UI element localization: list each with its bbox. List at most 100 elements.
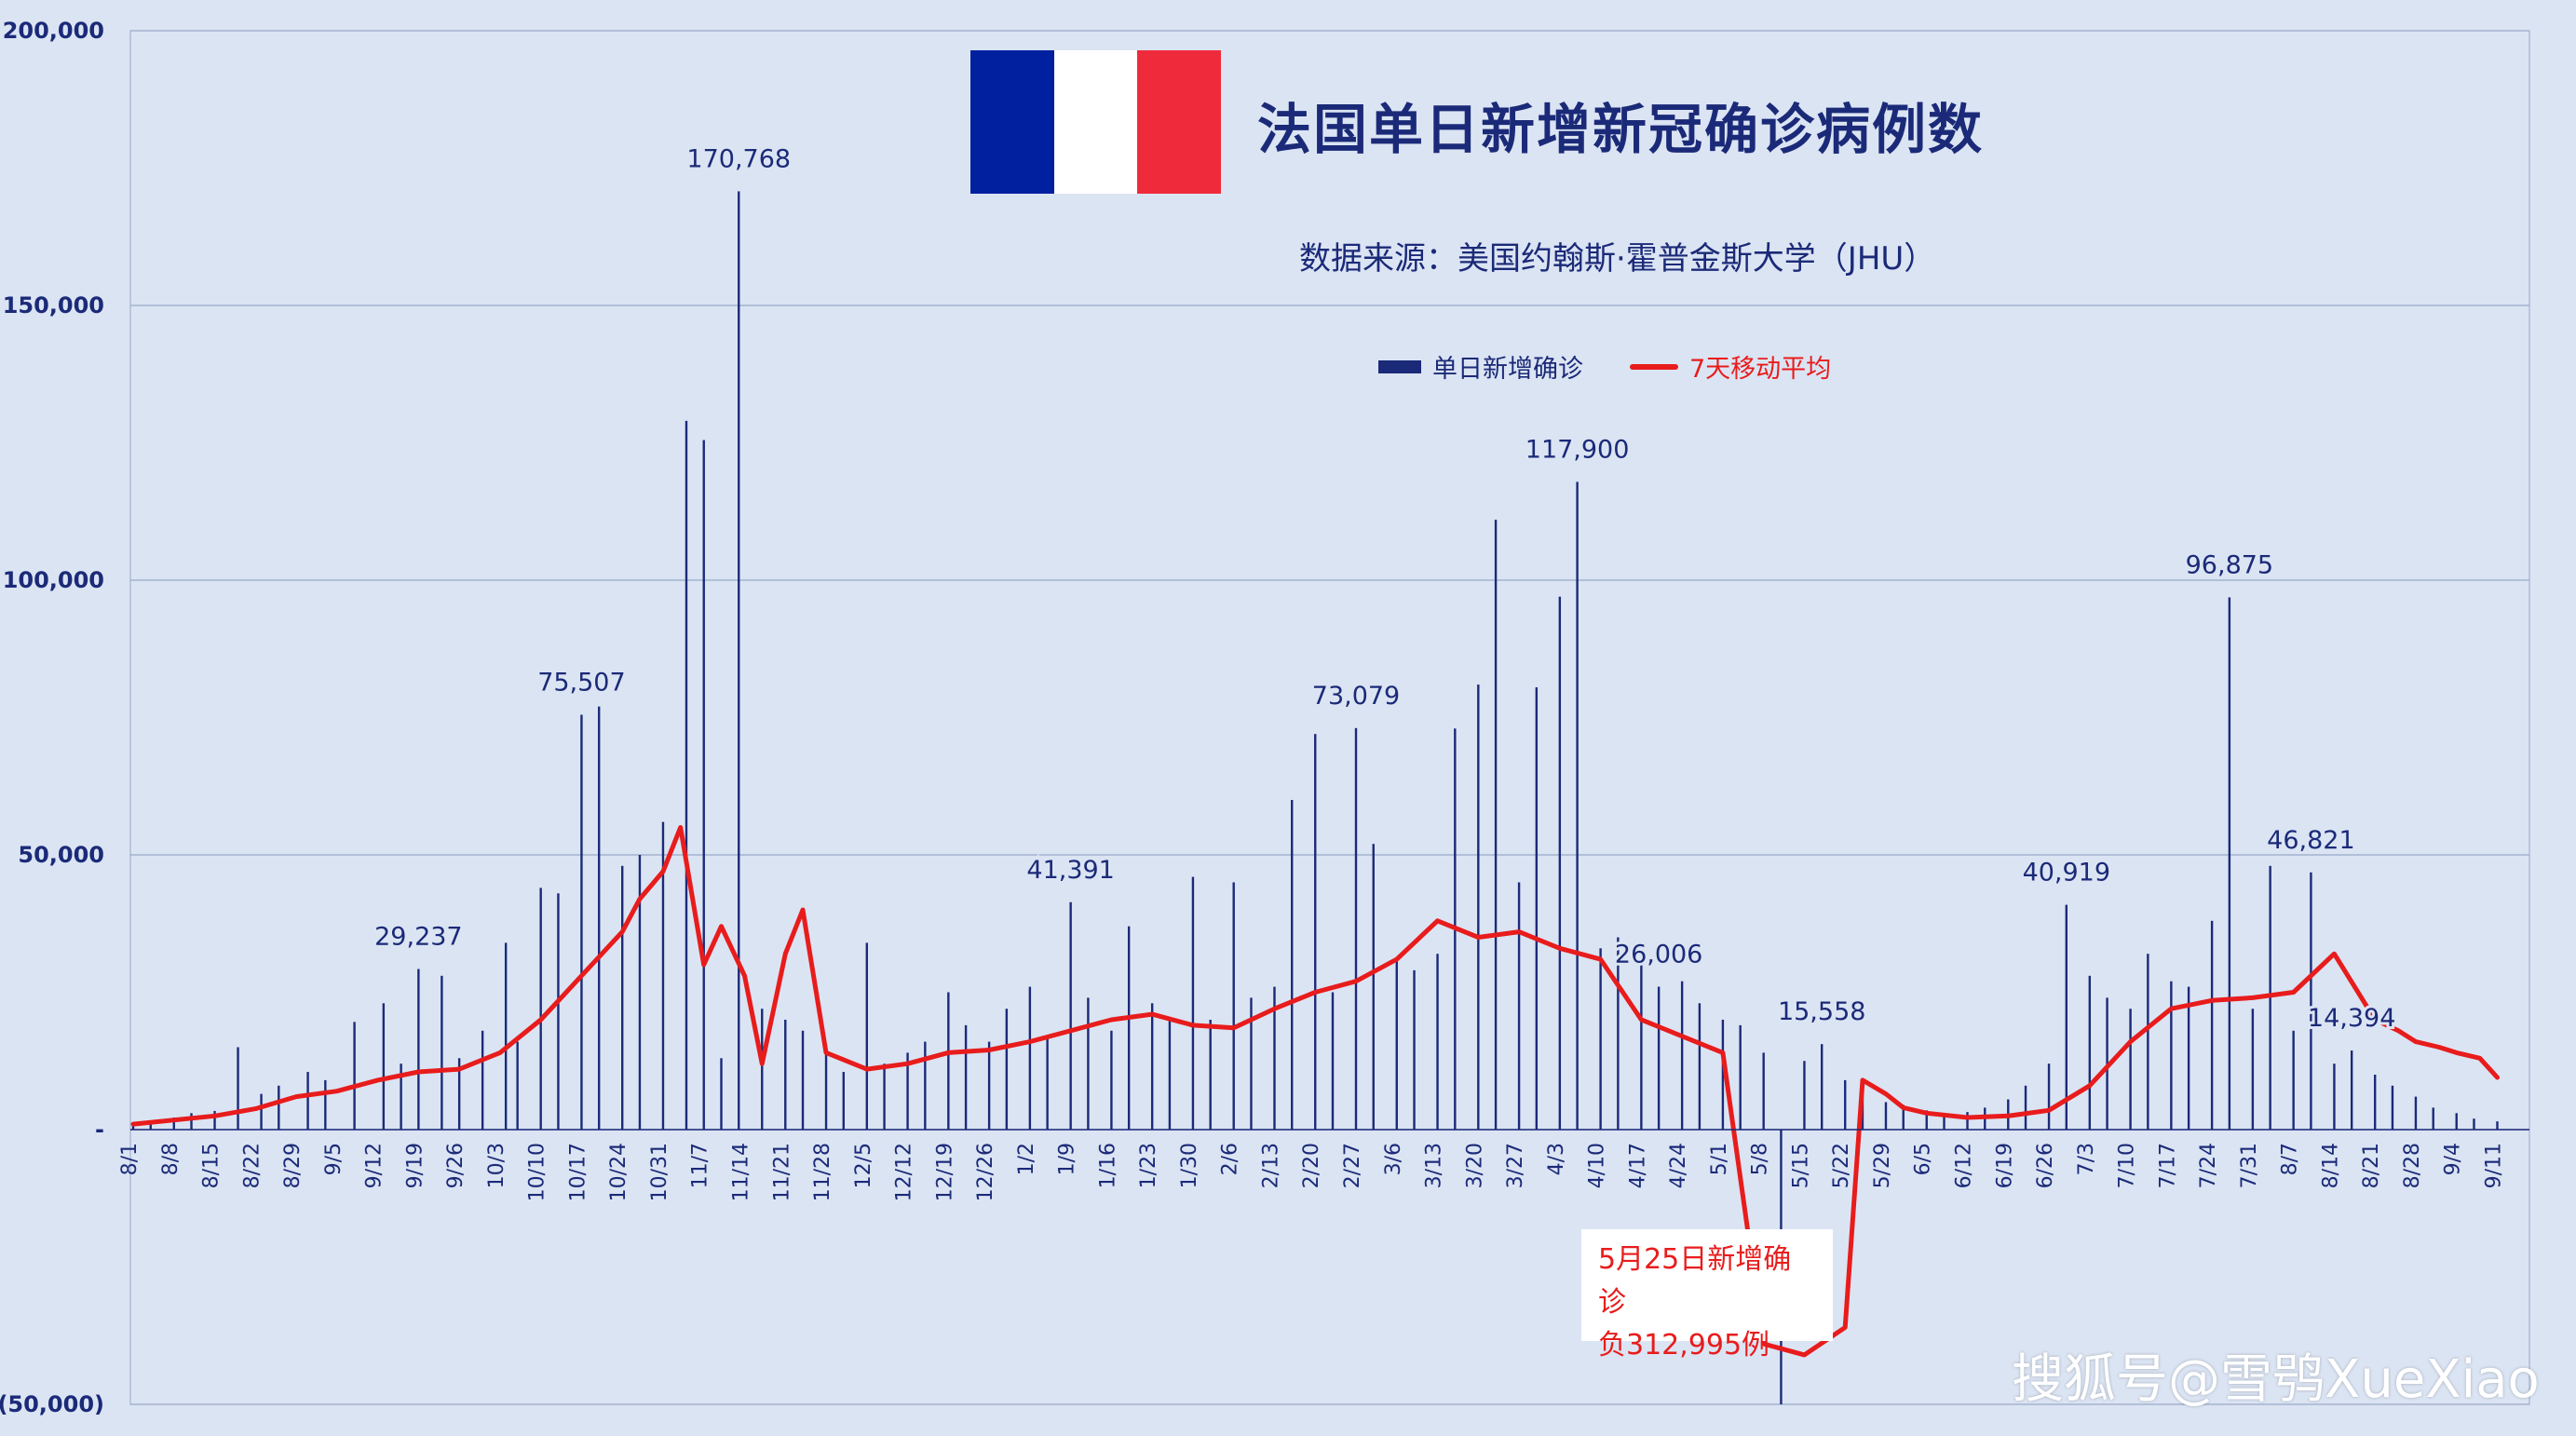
- daily-case-bar: [2496, 1121, 2499, 1130]
- x-tick-label: 2/27: [1341, 1143, 1364, 1188]
- x-tick-label: 3/20: [1463, 1143, 1486, 1188]
- daily-case-bar: [539, 887, 542, 1130]
- daily-case-bar: [2228, 597, 2231, 1130]
- x-tick-label: 2/6: [1219, 1143, 1242, 1175]
- daily-case-bar: [260, 1093, 263, 1130]
- daily-case-bar: [702, 440, 705, 1130]
- daily-case-bar: [2047, 1063, 2051, 1130]
- daily-case-bar: [1331, 992, 1335, 1130]
- x-tick-label: 3/13: [1423, 1143, 1446, 1188]
- daily-case-bar: [1680, 981, 1684, 1130]
- y-tick-label: 50,000: [18, 842, 104, 868]
- legend-item-line: 7天移动平均: [1630, 348, 1831, 385]
- daily-case-bar: [720, 1058, 723, 1130]
- daily-case-bar: [1844, 1079, 1847, 1130]
- daily-case-bar: [1558, 596, 1562, 1130]
- data-label: 75,507: [537, 669, 625, 698]
- daily-case-bar: [324, 1079, 327, 1130]
- data-label: 29,237: [374, 923, 462, 952]
- x-tick-label: 7/3: [2075, 1143, 2098, 1175]
- daily-case-bar: [2024, 1085, 2027, 1130]
- daily-case-bar: [1436, 954, 1439, 1130]
- data-label: 73,079: [1312, 682, 1400, 711]
- daily-case-bar: [2350, 1050, 2353, 1130]
- daily-case-bar: [1640, 965, 1643, 1130]
- daily-case-bar: [441, 975, 443, 1130]
- daily-case-bar: [1005, 1009, 1009, 1130]
- x-tick-label: 9/12: [363, 1143, 386, 1188]
- daily-case-bar: [1966, 1112, 1969, 1130]
- daily-case-bar: [1925, 1110, 1928, 1130]
- daily-case-bar: [190, 1113, 193, 1130]
- x-tick-label: 1/9: [1056, 1143, 1079, 1175]
- france-flag-icon: [970, 50, 1221, 194]
- daily-case-bar: [2292, 1030, 2295, 1130]
- data-label: 96,875: [2186, 550, 2273, 579]
- daily-case-bar: [1168, 1020, 1172, 1130]
- daily-case-bar: [842, 1072, 845, 1130]
- x-tick-label: 9/4: [2442, 1143, 2465, 1175]
- x-tick-label: 6/12: [1953, 1143, 1976, 1188]
- daily-case-bar: [1191, 876, 1195, 1130]
- daily-case-bar: [2187, 986, 2190, 1130]
- daily-case-bar: [1291, 800, 1294, 1130]
- daily-case-bar: [1314, 734, 1317, 1130]
- daily-case-bar: [353, 1022, 356, 1130]
- watermark: 搜狐号@雪鸮XueXiao: [2012, 1349, 2540, 1410]
- x-tick-label: 6/19: [1993, 1143, 2016, 1188]
- x-tick-label: 6/5: [1912, 1143, 1935, 1175]
- x-tick-label: 7/31: [2238, 1143, 2261, 1188]
- daily-case-bar: [2473, 1118, 2475, 1130]
- x-tick-label: 12/19: [933, 1143, 956, 1201]
- daily-case-bar: [131, 1125, 135, 1130]
- daily-case-bar: [557, 893, 560, 1130]
- daily-case-bar: [504, 942, 508, 1130]
- daily-case-bar: [2088, 975, 2092, 1130]
- x-tick-label: 5/29: [1871, 1143, 1894, 1188]
- x-tick-label: 8/7: [2279, 1143, 2302, 1175]
- x-tick-label: 10/3: [485, 1143, 508, 1188]
- x-tick-label: 10/17: [566, 1143, 590, 1201]
- x-tick-label: 1/2: [1015, 1143, 1038, 1175]
- daily-case-bar: [516, 1041, 519, 1130]
- daily-case-bar: [1354, 727, 1358, 1130]
- daily-case-bar: [1902, 1104, 1905, 1130]
- daily-case-bar: [417, 969, 420, 1130]
- daily-case-bar: [1087, 997, 1090, 1130]
- x-tick-label: 3/6: [1382, 1143, 1405, 1175]
- axis-layer: (50,000) - 50,000 100,000 150,000 200,000 8/1 8…: [0, 18, 2529, 1417]
- daily-case-bar: [1273, 986, 1276, 1130]
- daily-case-bar: [597, 706, 601, 1130]
- daily-case-bar: [1250, 997, 1253, 1130]
- daily-case-bar: [213, 1110, 216, 1130]
- x-tick-label: 9/26: [444, 1143, 468, 1188]
- daily-case-bar: [237, 1047, 239, 1130]
- flag-blue-stripe: [970, 50, 1054, 194]
- x-tick-label: 8/28: [2401, 1143, 2424, 1188]
- y-tick-label: 100,000: [3, 567, 104, 593]
- daily-case-bar: [1372, 844, 1375, 1130]
- daily-case-bar: [1209, 1020, 1212, 1130]
- x-tick-label: 12/5: [852, 1143, 875, 1188]
- daily-case-bar: [1069, 901, 1072, 1130]
- daily-case-bar: [924, 1041, 927, 1130]
- x-tick-label: 8/22: [240, 1143, 264, 1188]
- x-tick-label: 7/10: [2116, 1143, 2139, 1188]
- daily-case-bar: [906, 1052, 909, 1130]
- daily-case-bar: [2373, 1075, 2377, 1130]
- daily-case-bar: [2414, 1096, 2418, 1130]
- daily-case-bar: [883, 1063, 886, 1130]
- daily-case-bar: [947, 992, 950, 1130]
- daily-case-bar: [987, 1041, 991, 1130]
- daily-case-bar: [1576, 481, 1579, 1130]
- x-tick-label: 1/30: [1178, 1143, 1201, 1188]
- daily-case-bar: [761, 1009, 764, 1130]
- annotation-note-line1: 5月25日新增确诊: [1598, 1243, 1792, 1319]
- label-layer: 29,237 75,507 170,768 41,391 73,079 117,900 26…: [372, 142, 2398, 1036]
- daily-case-bar: [382, 1003, 386, 1130]
- daily-case-bar: [824, 1052, 828, 1130]
- daily-case-bar: [638, 855, 642, 1130]
- annotation-note-line2: 负312,995例: [1598, 1329, 1770, 1361]
- x-tick-label: 2/20: [1300, 1143, 1323, 1188]
